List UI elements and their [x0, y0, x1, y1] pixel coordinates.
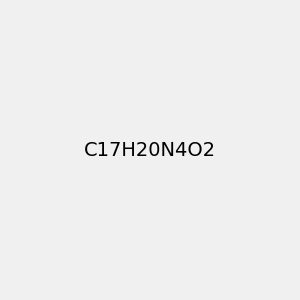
Text: C17H20N4O2: C17H20N4O2	[84, 140, 216, 160]
